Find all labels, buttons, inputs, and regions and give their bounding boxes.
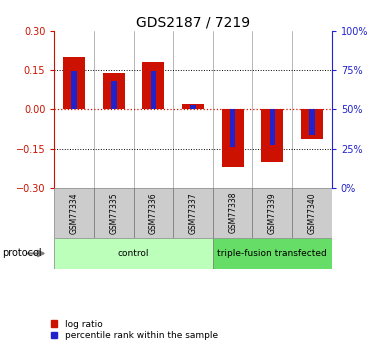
Bar — [253, 188, 292, 238]
Text: GSM77339: GSM77339 — [268, 192, 277, 234]
Bar — [111, 81, 116, 109]
Bar — [262, 109, 283, 161]
Bar — [270, 109, 275, 145]
Bar — [213, 238, 332, 269]
Bar — [151, 71, 156, 109]
Bar — [301, 109, 323, 139]
Bar — [292, 188, 332, 238]
Bar — [54, 238, 213, 269]
Bar — [133, 188, 173, 238]
Bar — [190, 106, 196, 109]
Text: triple-fusion transfected: triple-fusion transfected — [217, 249, 327, 258]
Text: GSM77335: GSM77335 — [109, 192, 118, 234]
Text: control: control — [118, 249, 149, 258]
Text: GSM77334: GSM77334 — [69, 192, 79, 234]
Bar — [230, 109, 236, 147]
Bar — [71, 71, 77, 109]
Text: GSM77338: GSM77338 — [228, 192, 237, 234]
Bar — [94, 188, 133, 238]
Text: GSM77340: GSM77340 — [307, 192, 317, 234]
Bar — [222, 109, 244, 167]
Bar — [63, 57, 85, 109]
Bar — [142, 62, 164, 109]
Text: GSM77337: GSM77337 — [189, 192, 197, 234]
Bar — [103, 73, 125, 109]
Text: protocol: protocol — [2, 248, 42, 258]
Legend: log ratio, percentile rank within the sample: log ratio, percentile rank within the sa… — [51, 320, 218, 341]
Bar — [173, 188, 213, 238]
Bar — [213, 188, 253, 238]
Bar — [54, 188, 94, 238]
Bar — [309, 109, 315, 135]
Title: GDS2187 / 7219: GDS2187 / 7219 — [136, 16, 250, 30]
Text: GSM77336: GSM77336 — [149, 192, 158, 234]
Bar — [182, 104, 204, 109]
